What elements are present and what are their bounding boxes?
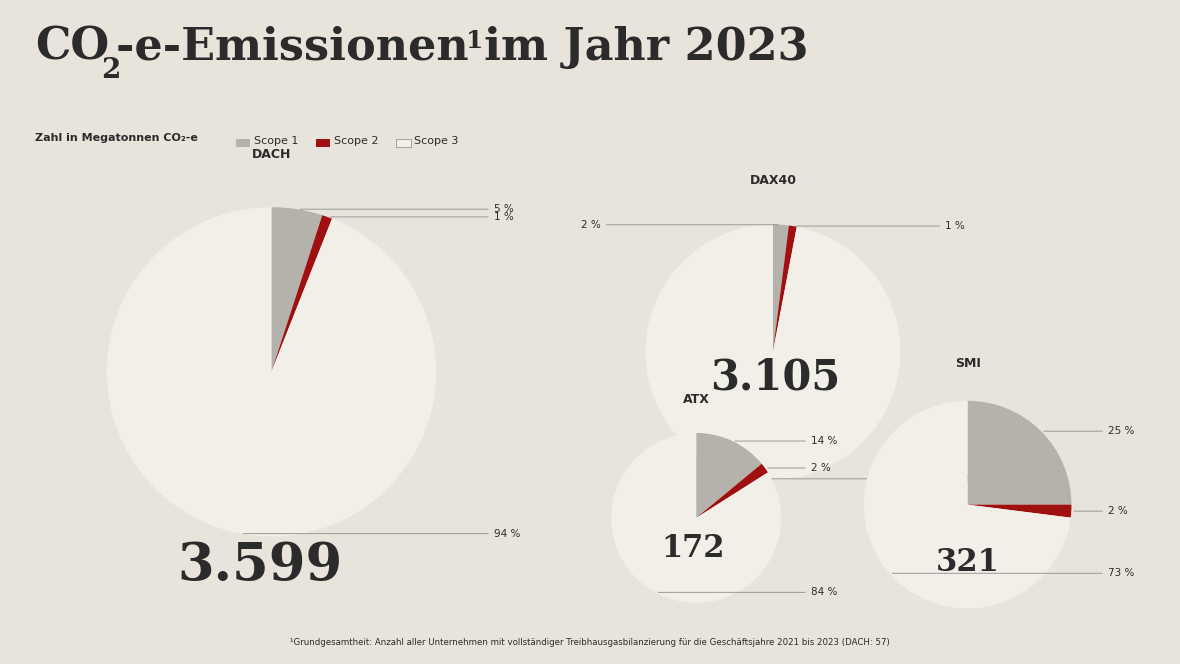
Text: -e-Emissionen im Jahr 2023: -e-Emissionen im Jahr 2023 bbox=[116, 26, 808, 69]
Title: DACH: DACH bbox=[251, 147, 291, 161]
Text: 2 %: 2 % bbox=[581, 220, 778, 230]
Title: DAX40: DAX40 bbox=[749, 174, 796, 187]
Wedge shape bbox=[864, 401, 1070, 608]
Text: Scope 1: Scope 1 bbox=[254, 136, 299, 146]
Wedge shape bbox=[773, 226, 796, 352]
Wedge shape bbox=[968, 401, 1071, 505]
Text: ¹Grundgesamtheit: Anzahl aller Unternehmen mit vollständiger Treibhausgasbilanzi: ¹Grundgesamtheit: Anzahl aller Unternehm… bbox=[290, 638, 890, 647]
Text: 3.599: 3.599 bbox=[177, 540, 342, 591]
Wedge shape bbox=[696, 433, 761, 518]
Bar bbox=[236, 139, 250, 147]
Text: Scope 3: Scope 3 bbox=[414, 136, 459, 146]
Text: 172: 172 bbox=[661, 533, 725, 564]
Text: 2: 2 bbox=[101, 57, 120, 84]
Wedge shape bbox=[968, 505, 1071, 518]
Title: ATX: ATX bbox=[683, 393, 709, 406]
Text: 84 %: 84 % bbox=[658, 588, 838, 598]
Text: 2 %: 2 % bbox=[1074, 506, 1128, 516]
Text: Scope 2: Scope 2 bbox=[334, 136, 379, 146]
Bar bbox=[396, 139, 411, 147]
Wedge shape bbox=[106, 207, 437, 537]
Wedge shape bbox=[773, 224, 789, 352]
Text: 25 %: 25 % bbox=[1044, 426, 1134, 436]
Wedge shape bbox=[271, 207, 322, 372]
Text: 5 %: 5 % bbox=[300, 205, 513, 214]
Text: 97 %: 97 % bbox=[763, 474, 971, 484]
Text: 2 %: 2 % bbox=[768, 463, 831, 473]
Text: CO: CO bbox=[35, 26, 110, 69]
Wedge shape bbox=[696, 463, 768, 518]
Wedge shape bbox=[271, 215, 332, 372]
Title: SMI: SMI bbox=[955, 357, 981, 369]
Bar bbox=[316, 139, 330, 147]
Text: 1: 1 bbox=[466, 29, 484, 53]
Text: 14 %: 14 % bbox=[735, 436, 838, 446]
Wedge shape bbox=[611, 433, 781, 603]
Text: 3.105: 3.105 bbox=[710, 357, 840, 398]
Text: 73 %: 73 % bbox=[892, 568, 1134, 578]
Wedge shape bbox=[645, 224, 900, 479]
Text: 94 %: 94 % bbox=[243, 529, 520, 539]
Text: 1 %: 1 % bbox=[330, 212, 513, 222]
Text: 321: 321 bbox=[936, 546, 999, 578]
Text: 1 %: 1 % bbox=[795, 221, 965, 231]
Text: Zahl in Megatonnen CO₂-e: Zahl in Megatonnen CO₂-e bbox=[35, 133, 210, 143]
